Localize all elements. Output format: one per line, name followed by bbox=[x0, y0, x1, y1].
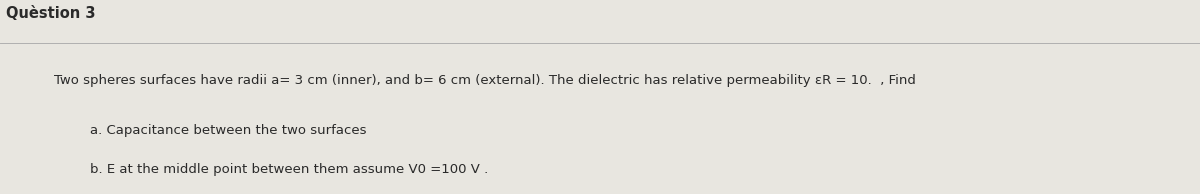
Text: a. Capacitance between the two surfaces: a. Capacitance between the two surfaces bbox=[90, 124, 366, 137]
Text: b. E at the middle point between them assume V0 =100 V .: b. E at the middle point between them as… bbox=[90, 163, 488, 176]
Text: Two spheres surfaces have radii a= 3 cm (inner), and b= 6 cm (external). The die: Two spheres surfaces have radii a= 3 cm … bbox=[54, 74, 916, 87]
Text: Quèstion 3: Quèstion 3 bbox=[6, 6, 96, 21]
